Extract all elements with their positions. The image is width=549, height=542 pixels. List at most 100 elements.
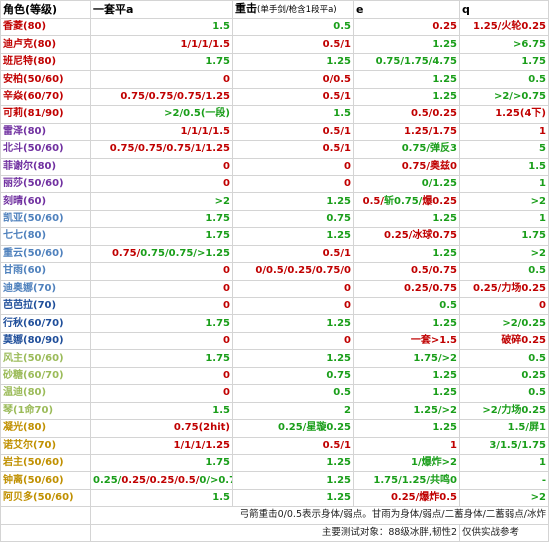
e-value-cell: 1	[353, 436, 460, 455]
value-text: 0	[223, 335, 230, 347]
value-text: 0.5/0.25	[410, 108, 457, 120]
q-value-cell: 1.5	[459, 157, 549, 176]
e-value-cell: 1.25	[353, 314, 460, 333]
value-text: 爆0.25	[422, 195, 457, 207]
value-text: 0	[223, 387, 230, 399]
heavy-value-cell: 0	[232, 174, 354, 194]
character-name-cell: 芭芭拉(70)	[0, 296, 91, 316]
heavy-value-cell: 1.25	[232, 52, 354, 72]
table-row: 安柏(50/60) 0 0/0.5 1.25 0.5	[0, 70, 549, 89]
value-text: 1.5	[212, 21, 230, 33]
value-text: 0.75	[326, 369, 351, 381]
e-value-cell: 0.75/1.75/4.75	[353, 52, 460, 72]
value-text: 1.5	[528, 160, 546, 172]
table-row: 钟离(50/60)0.25/0.25/0.25/0.5/0/>0.75 1.25 1…	[0, 471, 549, 490]
value-text: 1.25	[432, 38, 457, 50]
q-value-cell: 0.25	[459, 366, 549, 386]
a-value-cell: 1.75	[90, 52, 233, 72]
value-text: 1.25/>2	[413, 404, 457, 416]
value-text: 0/>0.75	[199, 474, 231, 486]
character-name-cell: 七七(80)	[0, 227, 91, 246]
value-text: 1.25	[432, 213, 457, 225]
table-row: 丽莎(50/60) 0 0 0/1.25 1	[0, 174, 549, 194]
table-row: 北斗(50/60) 0.75/0.75/0.75/1/1.25 0.5/1 0.75/…	[0, 140, 549, 159]
table-row: 莫娜(80/90) 0 0 一套>1.5 破碎0.25	[0, 331, 549, 351]
table-row: 凯亚(50/60) 1.75 0.75 1.25 1	[0, 209, 549, 229]
value-text: 0	[344, 300, 351, 312]
e-value-cell: 1.25	[353, 70, 460, 89]
a-value-cell: 1.75	[90, 227, 233, 246]
footer-note-bow: 弓箭重击0/0.5表示身体/弱点。甘雨为身体/弱点/二蓄身体/二蓄弱点/冰炸	[90, 506, 549, 525]
character-name-cell: 风主(50/60)	[0, 349, 91, 368]
e-value-cell: 1.25	[353, 244, 460, 264]
a-value-cell: 0	[90, 366, 233, 386]
a-value-cell: 0	[90, 262, 233, 281]
value-text: 1.25	[326, 474, 351, 486]
e-value-cell: 1/爆炸>2	[353, 453, 460, 473]
value-text: 1.25	[432, 387, 457, 399]
header-normal-attack: 一套平a	[90, 0, 233, 19]
heavy-value-cell: 0/0.5/0.25/0.75/0	[232, 262, 354, 281]
value-text: 1.25/火轮0.25	[473, 21, 546, 33]
heavy-value-cell: 0.75	[232, 209, 354, 229]
a-value-cell: 0	[90, 296, 233, 316]
value-text: 1.25	[326, 492, 351, 504]
table-row: 琴(1命70) 1.5 2 1.25/>2 >2/力场0.25	[0, 401, 549, 421]
character-name-cell: 辛焱(60/70)	[0, 87, 91, 107]
header-skill: e	[353, 0, 460, 19]
q-value-cell: >2/>0.75	[459, 87, 549, 107]
a-value-cell: 0	[90, 70, 233, 89]
value-text: 0.75/0.75/0.75/1.25	[120, 90, 230, 102]
character-name-cell: 温迪(80)	[0, 384, 91, 403]
value-text: 1	[450, 439, 457, 451]
a-value-cell: 0	[90, 157, 233, 176]
value-text: 0.5/1	[322, 143, 351, 155]
table-row: 重云(50/60) 0.75/0.75/0.75/>1.25 0.5/1 1.25 >2	[0, 244, 549, 264]
character-name-cell: 迪奥娜(70)	[0, 279, 91, 299]
a-value-cell: 1.75	[90, 209, 233, 229]
heavy-value-cell: 0.5	[232, 17, 354, 37]
value-text: 0	[223, 265, 230, 277]
a-value-cell: 0	[90, 279, 233, 299]
a-value-cell: 1/1/1/1.25	[90, 436, 233, 455]
e-value-cell: 0.5/斩0.75/爆0.25	[353, 192, 460, 211]
q-value-cell: 1	[459, 209, 549, 229]
character-name-cell: 行秋(60/70)	[0, 314, 91, 333]
value-text: 0.25/冰球0.75	[384, 230, 457, 242]
value-text: >2/>0.75	[493, 90, 546, 102]
heavy-value-cell: 0.5/1	[232, 87, 354, 107]
value-text: 2	[344, 404, 351, 416]
value-text: >2	[530, 492, 546, 504]
table-row: 香菱(80) 1.5 0.5 0.25 1.25/火轮0.25	[0, 17, 549, 37]
q-value-cell: 0	[459, 296, 549, 316]
q-value-cell: -	[459, 471, 549, 490]
value-text: 0	[223, 369, 230, 381]
character-name-cell: 刻晴(60)	[0, 192, 91, 211]
a-value-cell: >2	[90, 192, 233, 211]
value-text: 0	[344, 335, 351, 347]
value-text: -	[541, 474, 546, 486]
table-row: 岩主(50/60) 1.75 1.25 1/爆炸>2 1	[0, 453, 549, 473]
e-value-cell: 0.5/0.25	[353, 105, 460, 124]
table-row: 菲谢尔(80) 0 0 0.75/奥兹0 1.5	[0, 157, 549, 176]
value-text: 0.5/1	[322, 247, 351, 259]
heavy-value-cell: 1.25	[232, 192, 354, 211]
character-name-cell: 重云(50/60)	[0, 244, 91, 264]
value-text: 一套>1.5	[410, 335, 457, 347]
value-text: 1	[539, 125, 546, 137]
value-text: 破碎0.25	[501, 335, 546, 347]
value-text: 0.5	[528, 387, 546, 399]
footer-empty	[0, 523, 91, 542]
value-text: 1/1/1/1.25	[173, 439, 230, 451]
value-text: 1.75	[205, 230, 230, 242]
a-value-cell: 1.5	[90, 401, 233, 421]
q-value-cell: 1.25(4下)	[459, 105, 549, 124]
heavy-value-cell: 1.25	[232, 314, 354, 333]
a-value-cell: 1.5	[90, 17, 233, 37]
value-text: 0.5	[528, 73, 546, 85]
e-value-cell: 0.25/0.75	[353, 279, 460, 299]
table-row: 温迪(80) 0 0.5 1.25 0.5	[0, 384, 549, 403]
e-value-cell: 1.25/>2	[353, 401, 460, 421]
heavy-value-cell: 0.25/星璇0.25	[232, 419, 354, 438]
e-value-cell: 1.75/1.25/共鸣0	[353, 471, 460, 490]
